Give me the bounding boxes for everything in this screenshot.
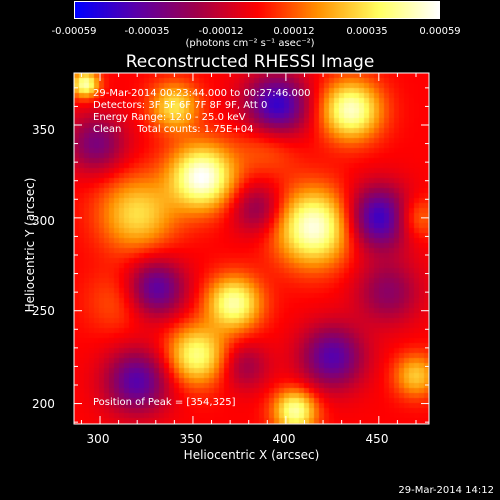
plot-border: [73, 72, 430, 425]
y-tick-label: 350: [32, 123, 55, 137]
colorbar-units-label: (photons cm⁻² s⁻¹ asec⁻²): [185, 38, 315, 49]
colorbar-tick-label: 0.00035: [346, 26, 388, 37]
y-tick-label: 250: [32, 304, 55, 318]
colorbar-tick-label: -0.00035: [124, 26, 170, 37]
y-axis-label: Heliocentric Y (arcsec): [23, 177, 37, 313]
annotation-energy-range: Energy Range: 12.0 - 25.0 keV: [93, 112, 246, 123]
x-tick-label: 300: [86, 432, 110, 446]
y-tick-label: 300: [32, 214, 55, 228]
colorbar-tick-label: -0.00012: [198, 26, 244, 37]
colorbar: [74, 1, 440, 19]
heatmap-image: [74, 73, 429, 424]
annotation-peak-position: Position of Peak = [354,325]: [93, 397, 236, 408]
colorbar-tick-label: 0.00059: [419, 26, 461, 37]
x-tick-label: 350: [179, 432, 203, 446]
plot-timestamp: 29-Mar-2014 14:12: [398, 485, 494, 496]
x-tick-label: 400: [272, 432, 296, 446]
chart-title: Reconstructed RHESSI Image: [125, 52, 375, 72]
annotation-time-range: 29-Mar-2014 00:23:44.000 to 00:27:46.000: [93, 88, 311, 99]
colorbar-tick-label: 0.00012: [273, 26, 315, 37]
x-tick-label: 450: [365, 432, 389, 446]
x-axis-label: Heliocentric X (arcsec): [183, 448, 320, 462]
y-tick-label: 200: [32, 397, 55, 411]
annotation-detectors: Detectors: 3F 5F 6F 7F 8F 9F, Att 0: [93, 100, 268, 111]
axis-ticks: [74, 73, 429, 424]
annotation-clean-counts: Clean Total counts: 1.75E+04: [93, 124, 254, 135]
colorbar-tick-label: -0.00059: [51, 26, 97, 37]
